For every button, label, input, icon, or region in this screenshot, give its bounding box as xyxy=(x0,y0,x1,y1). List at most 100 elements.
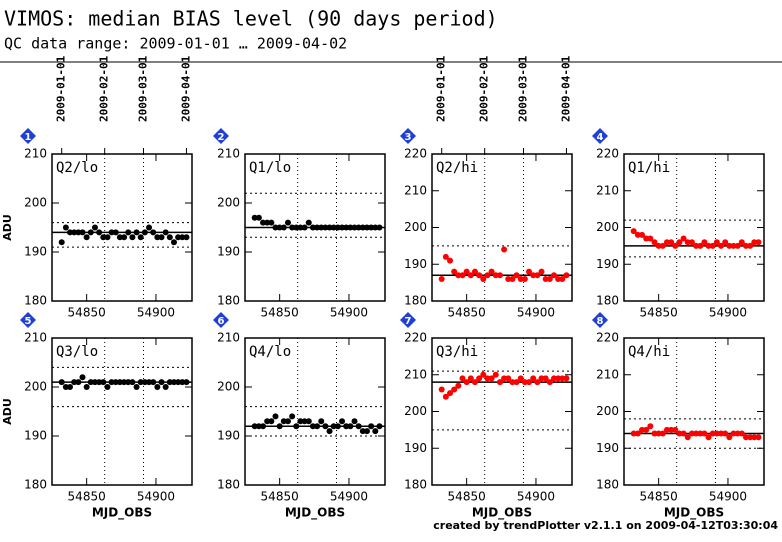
data-point xyxy=(463,268,470,275)
data-point xyxy=(651,430,658,437)
y-tick-label: 190 xyxy=(596,257,619,271)
plot-frame xyxy=(51,337,193,486)
y-tick-label: 180 xyxy=(596,478,619,492)
y-tick-label: 210 xyxy=(217,331,240,345)
data-point xyxy=(158,379,165,386)
y-tick-label: 200 xyxy=(217,380,240,394)
y-tick-label: 210 xyxy=(404,183,427,197)
data-point xyxy=(438,386,445,393)
data-point xyxy=(676,430,683,437)
data-point xyxy=(326,428,333,435)
panel-label: Q3/lo xyxy=(56,344,98,360)
data-point xyxy=(630,430,637,437)
data-point xyxy=(747,434,754,441)
data-point xyxy=(108,229,115,236)
data-point xyxy=(162,229,169,236)
data-point xyxy=(150,379,157,386)
data-point xyxy=(96,379,103,386)
data-point xyxy=(471,379,478,386)
data-point xyxy=(158,234,165,241)
data-point xyxy=(368,423,375,430)
data-point xyxy=(112,229,119,236)
y-tick-label: 220 xyxy=(596,331,619,345)
data-point xyxy=(170,239,177,246)
y-tick-label: 200 xyxy=(596,404,619,418)
data-point xyxy=(272,413,279,420)
data-point xyxy=(268,418,275,425)
data-point xyxy=(659,430,666,437)
data-point xyxy=(83,384,90,390)
data-point xyxy=(255,214,262,221)
data-point xyxy=(676,239,683,246)
data-point xyxy=(363,428,370,435)
data-point xyxy=(505,275,512,282)
plot-frame xyxy=(623,153,765,302)
y-tick-label: 180 xyxy=(596,294,619,308)
data-point xyxy=(463,379,470,386)
y-tick-label: 200 xyxy=(217,196,240,210)
data-point xyxy=(634,231,641,238)
data-point xyxy=(301,224,308,231)
data-point xyxy=(734,242,741,249)
panel-label: Q1/hi xyxy=(628,160,670,176)
data-point xyxy=(530,272,537,279)
data-point xyxy=(718,242,725,249)
data-point xyxy=(496,379,503,386)
top-tick-label: 2009-01-01 xyxy=(55,55,68,122)
data-point xyxy=(322,423,329,430)
data-point xyxy=(668,239,675,246)
data-point xyxy=(517,375,524,382)
panel-number: 3 xyxy=(405,132,412,143)
data-point xyxy=(150,229,157,236)
plot-frame xyxy=(51,153,193,302)
data-point xyxy=(305,219,312,226)
data-point xyxy=(542,275,549,282)
data-point xyxy=(75,229,82,236)
x-tick-label: 54900 xyxy=(517,490,555,504)
data-point xyxy=(91,379,98,386)
data-point xyxy=(559,375,566,382)
data-point xyxy=(526,268,533,275)
y-tick-label: 190 xyxy=(24,245,47,259)
data-point xyxy=(663,426,670,433)
data-point xyxy=(455,382,462,389)
panel-badge xyxy=(213,128,229,144)
data-point xyxy=(255,423,262,430)
data-point xyxy=(125,229,132,236)
data-point xyxy=(272,224,279,231)
top-tick-label: 2009-04-01 xyxy=(179,55,192,122)
data-point xyxy=(659,242,666,249)
data-point xyxy=(96,229,103,236)
data-point xyxy=(154,384,161,390)
data-point xyxy=(697,430,704,437)
x-tick-label: 54900 xyxy=(330,490,368,504)
data-point xyxy=(651,239,658,246)
x-tick-label: 54900 xyxy=(517,306,555,320)
data-point xyxy=(339,418,346,425)
data-point xyxy=(526,379,533,386)
data-point xyxy=(326,224,333,231)
data-point xyxy=(368,224,375,231)
data-point xyxy=(713,239,720,246)
data-point xyxy=(438,275,445,282)
y-tick-label: 210 xyxy=(596,367,619,381)
data-point xyxy=(284,219,291,226)
data-point xyxy=(125,379,132,386)
y-tick-label: 190 xyxy=(217,245,240,259)
y-axis-label: ADU xyxy=(1,214,14,241)
data-point xyxy=(546,379,553,386)
data-point xyxy=(709,242,716,249)
panel-badge xyxy=(213,312,229,328)
data-point xyxy=(484,375,491,382)
data-point xyxy=(372,224,379,231)
data-point xyxy=(297,224,304,231)
data-point xyxy=(492,371,499,378)
data-point xyxy=(630,228,637,235)
panel-number: 8 xyxy=(597,316,604,327)
y-tick-label: 200 xyxy=(404,404,427,418)
data-point xyxy=(442,393,449,400)
data-point xyxy=(647,235,654,242)
y-tick-label: 190 xyxy=(404,257,427,271)
panel-label: Q4/hi xyxy=(628,344,670,360)
x-axis-label: MJD_OBS xyxy=(285,506,345,521)
